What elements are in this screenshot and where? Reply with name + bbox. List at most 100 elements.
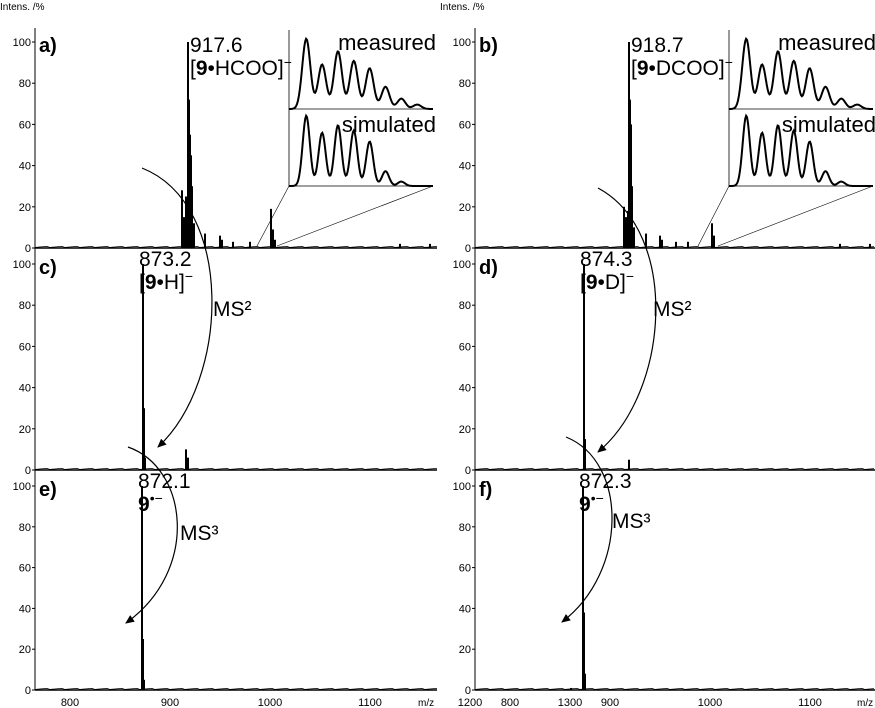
ion-formula: [9•D]− xyxy=(580,268,634,294)
isotope-inset: measured simulated xyxy=(256,30,436,247)
ion-compound-number: 9 xyxy=(145,271,157,294)
ion-bracket: [ xyxy=(139,271,145,294)
y-tick-label: 100 xyxy=(453,481,471,493)
ms2-arrow-right-label: MS² xyxy=(653,298,692,321)
ion-bracket: [ xyxy=(190,57,196,80)
inset-measured-profile xyxy=(289,36,433,110)
ion-adduct: •D] xyxy=(598,271,626,294)
spectrum-panel-d: 0 20 40 60 80 100 d) 874.3[9•D]− xyxy=(453,248,875,477)
spectrum-panel-c: 0 20 40 60 80 100 c) 873.2[9•H]− xyxy=(13,248,438,477)
ion-charge: − xyxy=(284,54,292,70)
inset-simulated-label: simulated xyxy=(782,112,875,137)
x-tick-label: 900 xyxy=(601,697,619,708)
y-tick-label: 80 xyxy=(19,78,31,90)
y-tick-label: 0 xyxy=(25,465,31,477)
inset-simulated-profile xyxy=(729,113,873,187)
y-tick-label: 60 xyxy=(19,341,31,353)
y-tick-label: 80 xyxy=(459,522,471,534)
x-tick-label: 1000 xyxy=(698,697,722,708)
ion-compound-number: 9 xyxy=(579,493,591,516)
ion-compound-number: 9 xyxy=(138,493,150,516)
x-unit-label: m/z xyxy=(418,698,434,708)
y-tick-label: 100 xyxy=(453,259,471,271)
x-tick-label: 1100 xyxy=(798,697,822,708)
panel-label: c) xyxy=(39,257,57,279)
ion-charge: •− xyxy=(150,490,163,506)
y-tick-label: 80 xyxy=(19,300,31,312)
ion-adduct: •HCOO] xyxy=(208,57,284,80)
spectrum-panel-e: 0 20 40 60 80 100 e) 872.19•− xyxy=(13,470,438,697)
ion-formula: 9•− xyxy=(579,490,604,516)
ion-adduct: •H] xyxy=(157,271,185,294)
y-tick-label: 0 xyxy=(465,243,471,255)
ms2-arrow-right xyxy=(597,187,657,453)
y-tick-label: 20 xyxy=(19,644,31,656)
ion-compound-number: 9 xyxy=(586,271,598,294)
peak-mass-annotation: 873.2 xyxy=(139,248,192,271)
inset-simulated-profile xyxy=(289,113,433,187)
zoom-line xyxy=(717,185,874,247)
y-tick-label: 40 xyxy=(459,161,471,173)
y-axis-label-right: Intens. /% xyxy=(440,2,485,13)
y-tick-label: 40 xyxy=(19,383,31,395)
baseline-noise xyxy=(474,688,875,690)
y-tick-label: 40 xyxy=(19,161,31,173)
ion-charge: − xyxy=(185,268,193,284)
ms3-arrow-right-label: MS³ xyxy=(612,510,651,533)
baseline-noise xyxy=(34,468,438,470)
y-tick-label: 20 xyxy=(459,202,471,214)
y-tick-label: 60 xyxy=(459,119,471,131)
y-tick-label: 20 xyxy=(459,644,471,656)
x-tick-label: 800 xyxy=(501,697,519,708)
panel-label: e) xyxy=(39,479,57,501)
isotope-inset: measured simulated xyxy=(697,30,875,247)
inset-measured-profile xyxy=(729,36,873,110)
y-tick-label: 20 xyxy=(459,424,471,436)
y-tick-label: 40 xyxy=(19,603,31,615)
y-tick-label: 0 xyxy=(465,685,471,697)
y-axis-label-left: Intens. /% xyxy=(0,2,45,13)
ion-compound-number: 9 xyxy=(196,57,208,80)
panel-label: b) xyxy=(479,35,498,57)
baseline-noise xyxy=(474,246,875,248)
x-tick-label: 900 xyxy=(161,697,179,708)
y-tick-label: 100 xyxy=(13,37,31,49)
y-tick-label: 100 xyxy=(13,481,31,493)
y-tick-label: 60 xyxy=(459,341,471,353)
y-tick-label: 0 xyxy=(25,685,31,697)
inset-simulated-label: simulated xyxy=(342,112,436,137)
ion-bracket: [ xyxy=(580,271,586,294)
x-tick-label: 1300 xyxy=(558,697,582,708)
baseline-noise xyxy=(34,688,438,690)
ion-formula: [9•H]− xyxy=(139,268,193,294)
peak-mass-annotation: 917.6 xyxy=(190,34,243,57)
y-tick-label: 100 xyxy=(453,37,471,49)
peak-mass-annotation: 874.3 xyxy=(580,248,633,271)
y-tick-label: 80 xyxy=(19,522,31,534)
baseline-noise xyxy=(34,246,438,248)
x-tick-label: 1000 xyxy=(258,697,282,708)
inset-measured-label: measured xyxy=(338,30,436,55)
ion-formula: [9•DCOO]− xyxy=(631,54,733,80)
ms2-arrow-label: MS² xyxy=(213,298,252,321)
x-tick-label: 1100 xyxy=(358,697,382,708)
y-tick-label: 20 xyxy=(19,202,31,214)
peak-mass-annotation: 872.1 xyxy=(138,470,191,493)
y-tick-label: 40 xyxy=(459,383,471,395)
baseline-noise xyxy=(474,468,875,470)
ion-formula: [9•HCOO]− xyxy=(190,54,292,80)
zoom-line xyxy=(697,185,730,247)
ion-formula: 9•− xyxy=(138,490,163,516)
zoom-line xyxy=(256,185,290,247)
ms3-arrow xyxy=(125,446,178,624)
y-tick-label: 0 xyxy=(465,465,471,477)
peak-mass-annotation: 872.3 xyxy=(579,470,632,493)
y-tick-label: 40 xyxy=(459,603,471,615)
ion-bracket: [ xyxy=(631,57,637,80)
ion-charge: •− xyxy=(591,490,604,506)
ion-adduct: •DCOO] xyxy=(649,57,725,80)
ms2-arrow xyxy=(141,167,213,448)
ms3-arrow-right xyxy=(561,436,613,623)
x-tick-label: 800 xyxy=(61,697,79,708)
